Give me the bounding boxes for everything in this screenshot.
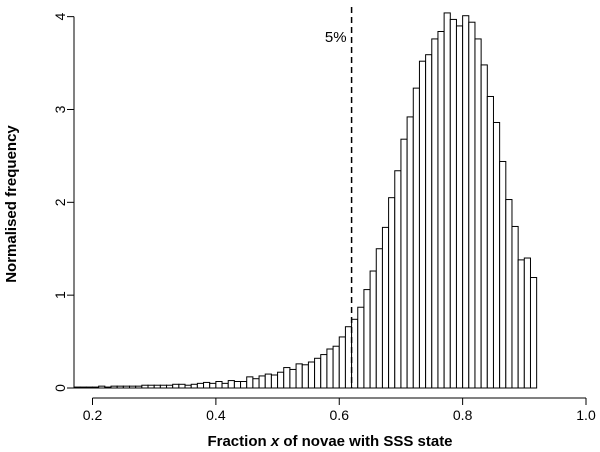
reference-line-group: 5% (325, 7, 353, 388)
histogram-bar (153, 384, 161, 389)
histogram-bar (406, 116, 414, 389)
x-tick-label: 0.6 (330, 407, 350, 423)
histogram-bar (196, 382, 205, 389)
histogram-bar (443, 12, 451, 389)
x-axis-title-part: Fraction (207, 433, 270, 450)
histogram-bar (240, 381, 248, 389)
histogram-bar (492, 121, 501, 389)
histogram-bar (215, 381, 223, 389)
histogram-bar (246, 376, 254, 389)
x-tick-label: 0.8 (453, 407, 473, 423)
histogram-bar (178, 383, 186, 389)
histogram-bar (252, 378, 260, 389)
histogram-bar (209, 382, 217, 389)
histogram-bar (474, 38, 482, 389)
histogram-bar (425, 54, 433, 389)
histogram-bar (233, 381, 242, 389)
histogram-bar (190, 383, 198, 389)
histogram-bar (326, 348, 334, 389)
histogram-bar (511, 225, 519, 389)
histogram-bar (480, 64, 488, 389)
histogram-bar (357, 306, 365, 389)
x-axis-title-part: x (270, 433, 280, 450)
histogram-bar (486, 95, 494, 389)
reference-line-label: 5% (325, 29, 347, 46)
histogram-bar (431, 38, 439, 389)
histogram-bar (394, 170, 402, 389)
histogram-bar (270, 374, 279, 389)
histogram-bar (523, 257, 531, 389)
histogram-bar (277, 371, 285, 389)
histogram-bar (258, 375, 266, 389)
axis-labels: Fraction x of novae with SSS state Normal… (3, 125, 453, 450)
axes: 0 1 2 3 4 0.2 0.4 0.6 0.8 1.0 (52, 13, 596, 423)
y-tick-label: 2 (52, 198, 68, 206)
histogram-bar (363, 289, 371, 389)
y-axis-title: Normalised frequency (3, 125, 20, 283)
histogram-bars (73, 12, 538, 389)
histogram-bar (122, 385, 131, 389)
x-tick-label: 0.4 (206, 407, 226, 423)
histogram-bar (418, 60, 427, 389)
histogram-bar (320, 354, 328, 389)
histogram-bar (166, 384, 174, 389)
x-tick-label: 1.0 (576, 407, 596, 423)
histogram-bar (351, 318, 359, 389)
histogram-bar (369, 270, 377, 389)
x-axis-title: Fraction x of novae with SSS state (207, 433, 452, 450)
histogram-bar (449, 18, 457, 389)
histogram-bar (462, 15, 470, 389)
histogram-bar (98, 385, 106, 389)
histogram-bar (338, 336, 346, 389)
histogram-bar (85, 386, 94, 389)
histogram-bar (135, 385, 143, 389)
histogram-bar (468, 21, 476, 389)
histogram-bar (79, 386, 87, 389)
histogram-bar (203, 381, 211, 389)
histogram-bar (147, 384, 155, 389)
y-tick-label: 4 (52, 13, 68, 21)
histogram-bar (289, 368, 297, 389)
y-tick-label: 3 (52, 105, 68, 113)
histogram-bar (129, 385, 137, 389)
x-tick-label: 0.2 (83, 407, 103, 423)
histogram-bar (110, 385, 118, 389)
histogram-bar (412, 87, 420, 389)
histogram-bar (184, 384, 192, 389)
histogram-bar (104, 386, 112, 389)
histogram-bar (116, 385, 124, 389)
histogram-bar (227, 380, 235, 389)
histogram-bar (92, 386, 100, 389)
histogram-bar (283, 367, 291, 389)
histogram-bar (307, 361, 316, 389)
histogram-bar (499, 160, 507, 389)
histogram-bar (437, 30, 445, 389)
histogram-bar (73, 386, 81, 389)
histogram-bar (172, 383, 180, 389)
histogram-bar (314, 357, 322, 389)
x-axis-title-part: of novae with SSS state (279, 433, 452, 450)
histogram-bar (505, 199, 513, 389)
histogram-bar (381, 226, 390, 389)
histogram-bar (388, 197, 396, 389)
histogram-bar (517, 259, 525, 389)
histogram-bar (264, 373, 272, 389)
histogram-bar (332, 345, 340, 389)
histogram-bar (455, 25, 464, 389)
histogram-bar (221, 382, 229, 389)
histogram-bar (344, 326, 353, 389)
histogram-bar (529, 277, 538, 389)
histogram-bar (375, 248, 383, 389)
histogram-bar (295, 363, 303, 389)
histogram-bar (159, 384, 168, 389)
y-tick-label: 1 (52, 291, 68, 299)
histogram-bar (400, 138, 408, 389)
y-tick-label: 0 (52, 384, 68, 392)
histogram-bar (141, 384, 149, 389)
histogram-bar (301, 364, 309, 389)
